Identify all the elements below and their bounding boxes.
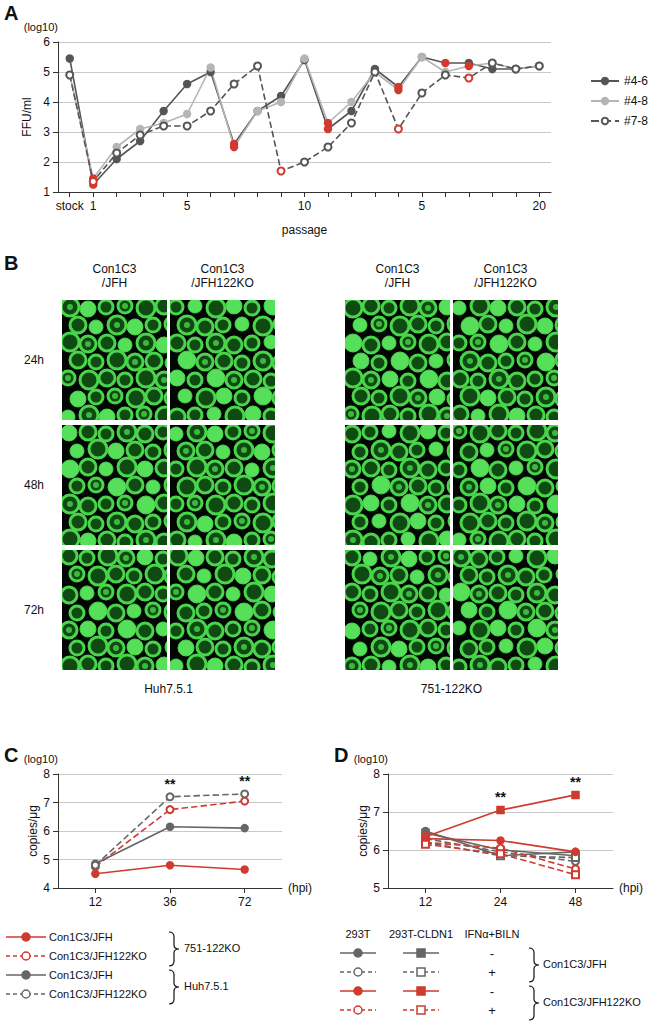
svg-text:**: **: [570, 774, 581, 790]
svg-text:5: 5: [43, 65, 50, 79]
html-text:Con1C3/JFH122KO: Con1C3/JFH122KO: [49, 950, 147, 963]
html-text:Con1C3: Con1C3: [200, 262, 245, 276]
html-text:copies/μg: copies/μg: [25, 805, 40, 857]
svg-text:6: 6: [373, 843, 380, 857]
svg-text:2: 2: [43, 155, 50, 169]
html-text:/JFH: /JFH: [384, 276, 411, 290]
html-text:A: A: [4, 2, 19, 24]
html-text:Huh7.5.1: Huh7.5.1: [184, 980, 229, 992]
html-text:/JFH: /JFH: [101, 276, 128, 290]
svg-text:12: 12: [89, 895, 103, 909]
html-text:/JFH122KO: /JFH122KO: [474, 276, 537, 290]
svg-text:**: **: [239, 773, 250, 789]
html-text:Huh7.5.1: Huh7.5.1: [144, 682, 193, 696]
html-text:24h: 24h: [24, 353, 44, 367]
html-text:72h: 72h: [24, 603, 44, 617]
svg-text:24: 24: [494, 895, 508, 909]
svg-text:(hpi): (hpi): [288, 881, 312, 895]
html-text:Con1C3: Con1C3: [92, 262, 137, 276]
html-text:Con1C3/JFH: Con1C3/JFH: [543, 958, 607, 970]
html-text:Con1C3/JFH: Con1C3/JFH: [49, 931, 113, 944]
svg-text:(log10): (log10): [24, 21, 58, 33]
svg-text:1: 1: [90, 199, 97, 213]
svg-text:5: 5: [184, 199, 191, 213]
svg-text:6: 6: [43, 824, 50, 838]
svg-text:1: 1: [43, 185, 50, 199]
svg-text:stock: stock: [56, 199, 85, 213]
svg-text:36: 36: [163, 895, 177, 909]
html-text:48h: 48h: [24, 478, 44, 492]
html-text:Con1C3: Con1C3: [375, 262, 420, 276]
html-text:Con1C3/JFH122KO: Con1C3/JFH122KO: [49, 988, 147, 1001]
html-text:B: B: [4, 252, 19, 274]
svg-text:4: 4: [43, 95, 50, 109]
svg-text:5: 5: [419, 199, 426, 213]
svg-text:#4-8: #4-8: [624, 94, 648, 108]
html-text:IFNα+BILN: IFNα+BILN: [464, 928, 520, 940]
svg-text:(log10): (log10): [24, 753, 58, 765]
html-text:/JFH122KO: /JFH122KO: [191, 276, 254, 290]
svg-text:48: 48: [569, 895, 583, 909]
html-text:293T-CLDN1: 293T-CLDN1: [388, 928, 454, 940]
svg-text:(hpi): (hpi): [619, 881, 643, 895]
html-text:D: D: [334, 744, 349, 766]
svg-text:7: 7: [43, 796, 50, 810]
svg-text:4: 4: [43, 881, 50, 895]
html-text:FFU/ml: FFU/ml: [19, 97, 34, 137]
svg-text:72: 72: [238, 895, 252, 909]
svg-text:7: 7: [373, 805, 380, 819]
svg-text:8: 8: [373, 767, 380, 781]
html-text:Con1C3: Con1C3: [483, 262, 528, 276]
svg-text:passage: passage: [282, 223, 328, 237]
svg-text:#4-6: #4-6: [624, 74, 648, 88]
html-text:Con1C3/JFH: Con1C3/JFH: [49, 969, 113, 982]
svg-text:**: **: [495, 789, 506, 805]
svg-text:10: 10: [298, 199, 312, 213]
html-text:C: C: [4, 744, 19, 766]
html-text:751-122KO: 751-122KO: [420, 682, 483, 696]
html-text:751-122KO: 751-122KO: [184, 942, 241, 954]
svg-text:20: 20: [533, 199, 547, 213]
svg-text:**: **: [165, 776, 176, 792]
svg-text:3: 3: [43, 125, 50, 139]
html-text:copies/μg: copies/μg: [355, 805, 370, 857]
svg-text:5: 5: [43, 853, 50, 867]
svg-text:12: 12: [419, 895, 433, 909]
svg-text:(log10): (log10): [354, 753, 388, 765]
html-text:Con1C3/JFH122KO: Con1C3/JFH122KO: [543, 996, 641, 1008]
svg-text:#7-8: #7-8: [624, 114, 648, 128]
html-text:293T: 293T: [345, 928, 371, 940]
svg-text:5: 5: [373, 881, 380, 895]
svg-text:8: 8: [43, 767, 50, 781]
svg-text:6: 6: [43, 35, 50, 49]
